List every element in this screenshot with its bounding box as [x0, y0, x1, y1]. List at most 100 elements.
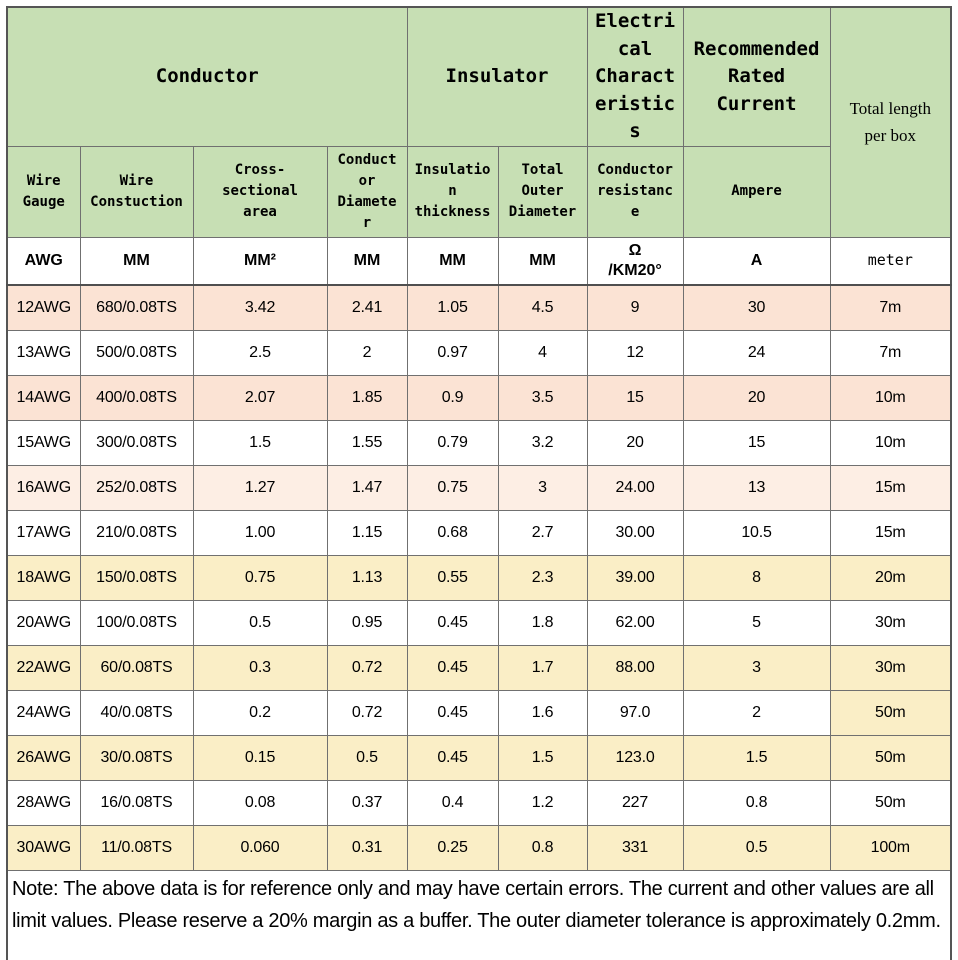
table-cell: 62.00 — [586, 599, 684, 646]
table-cell: 10m — [829, 419, 952, 466]
table-cell: 15m — [829, 509, 952, 556]
wire-gauge-cell: 12AWG — [6, 284, 81, 331]
table-row: 16AWG 252/0.08TS 1.27 1.47 0.75 3 24.00 13 15m — [6, 464, 952, 511]
table-cell: 0.15 — [192, 734, 328, 781]
table-cell: 1.55 — [326, 419, 408, 466]
table-cell: 400/0.08TS — [79, 374, 194, 421]
unit-wire-gauge: AWG — [6, 236, 81, 286]
table-cell: 0.5 — [192, 599, 328, 646]
table-cell: 15 — [682, 419, 831, 466]
wire-gauge-cell: 17AWG — [6, 509, 81, 556]
table-cell: 100/0.08TS — [79, 599, 194, 646]
table-row: 22AWG 60/0.08TS 0.3 0.72 0.45 1.7 88.00 3 30m — [6, 644, 952, 691]
table-cell: 97.0 — [586, 689, 684, 736]
header-recommended-rated-current-group: Recommended Rated Current — [682, 6, 831, 147]
table-cell: 0.31 — [326, 824, 408, 871]
table-cell: 20m — [829, 554, 952, 601]
table-cell: 13 — [682, 464, 831, 511]
table-cell: 1.6 — [497, 689, 588, 736]
table-cell: 7m — [829, 329, 952, 376]
table-cell: 1.5 — [497, 734, 588, 781]
table-cell: 0.79 — [406, 419, 499, 466]
unit-ampere: A — [682, 236, 831, 286]
table-cell: 500/0.08TS — [79, 329, 194, 376]
table-cell: 3 — [497, 464, 588, 511]
table-cell: 50m — [829, 689, 952, 736]
table-cell: 0.2 — [192, 689, 328, 736]
table-row: 14AWG 400/0.08TS 2.07 1.85 0.9 3.5 15 20 10m — [6, 374, 952, 421]
header-conductor-diameter: Conduct or Diamete r — [326, 145, 408, 238]
header-total-length-per-box: Total length per box — [829, 6, 952, 238]
table-row: 20AWG 100/0.08TS 0.5 0.95 0.45 1.8 62.00 5 30m — [6, 599, 952, 646]
table-cell: 4 — [497, 329, 588, 376]
table-cell: 3.5 — [497, 374, 588, 421]
table-cell: 30/0.08TS — [79, 734, 194, 781]
table-cell: 2 — [682, 689, 831, 736]
table-cell: 0.4 — [406, 779, 499, 826]
table-cell: 0.8 — [682, 779, 831, 826]
table-cell: 15 — [586, 374, 684, 421]
note-row: Note: The above data is for reference on… — [6, 869, 952, 960]
table-row: 30AWG 11/0.08TS 0.060 0.31 0.25 0.8 331 0.5 100m — [6, 824, 952, 871]
table-cell: 1.5 — [192, 419, 328, 466]
table-row: 28AWG 16/0.08TS 0.08 0.37 0.4 1.2 227 0.8 50m — [6, 779, 952, 826]
table-cell: 7m — [829, 284, 952, 331]
table-cell: 0.97 — [406, 329, 499, 376]
table-cell: 680/0.08TS — [79, 284, 194, 331]
table-cell: 30m — [829, 599, 952, 646]
table-cell: 9 — [586, 284, 684, 331]
table-cell: 0.75 — [192, 554, 328, 601]
table-cell: 24.00 — [586, 464, 684, 511]
header-wire-constuction: Wire Constuction — [79, 145, 194, 238]
table-cell: 1.8 — [497, 599, 588, 646]
table-cell: 0.72 — [326, 689, 408, 736]
table-cell: 40/0.08TS — [79, 689, 194, 736]
header-ampere: Ampere — [682, 145, 831, 238]
table-cell: 20 — [586, 419, 684, 466]
table-cell: 300/0.08TS — [79, 419, 194, 466]
header-conductor-resistance: Conductor resistanc e — [586, 145, 684, 238]
table-cell: 0.25 — [406, 824, 499, 871]
header-total-outer-diameter: Total Outer Diameter — [497, 145, 588, 238]
table-cell: 2.7 — [497, 509, 588, 556]
table-cell: 2.07 — [192, 374, 328, 421]
table-cell: 3 — [682, 644, 831, 691]
table-cell: 0.68 — [406, 509, 499, 556]
header-wire-gauge: Wire Gauge — [6, 145, 81, 238]
table-cell: 0.45 — [406, 734, 499, 781]
header-conductor-group: Conductor — [6, 6, 408, 147]
table-cell: 4.5 — [497, 284, 588, 331]
table-cell: 2.3 — [497, 554, 588, 601]
table-cell: 0.95 — [326, 599, 408, 646]
table-cell: 1.00 — [192, 509, 328, 556]
table-cell: 88.00 — [586, 644, 684, 691]
unit-total-outer-diameter: MM — [497, 236, 588, 286]
wire-gauge-cell: 15AWG — [6, 419, 81, 466]
unit-cross-sectional: MM² — [192, 236, 328, 286]
table-cell: 227 — [586, 779, 684, 826]
table-cell: 0.8 — [497, 824, 588, 871]
table-row: 18AWG 150/0.08TS 0.75 1.13 0.55 2.3 39.00 8 20m — [6, 554, 952, 601]
unit-insulation-thickness: MM — [406, 236, 499, 286]
table-cell: 30.00 — [586, 509, 684, 556]
table-row: 12AWG 680/0.08TS 3.42 2.41 1.05 4.5 9 30 7m — [6, 284, 952, 331]
header-insulation-thickness: Insulatio n thickness — [406, 145, 499, 238]
table-cell: 1.27 — [192, 464, 328, 511]
unit-conductor-resistance: Ω /KM20° — [586, 236, 684, 286]
table-cell: 0.45 — [406, 644, 499, 691]
table-cell: 3.42 — [192, 284, 328, 331]
wire-gauge-cell: 30AWG — [6, 824, 81, 871]
note-text: Note: The above data is for reference on… — [6, 869, 952, 960]
table-cell: 8 — [682, 554, 831, 601]
table-cell: 24 — [682, 329, 831, 376]
header-group-row: Conductor Insulator Electri cal Charact … — [6, 6, 952, 238]
unit-total-length: meter — [829, 236, 952, 286]
table-cell: 16/0.08TS — [79, 779, 194, 826]
wire-gauge-cell: 14AWG — [6, 374, 81, 421]
table-cell: 0.3 — [192, 644, 328, 691]
table-cell: 1.13 — [326, 554, 408, 601]
wire-gauge-cell: 24AWG — [6, 689, 81, 736]
table-cell: 0.5 — [682, 824, 831, 871]
table-row: 13AWG 500/0.08TS 2.5 2 0.97 4 12 24 7m — [6, 329, 952, 376]
table-cell: 210/0.08TS — [79, 509, 194, 556]
